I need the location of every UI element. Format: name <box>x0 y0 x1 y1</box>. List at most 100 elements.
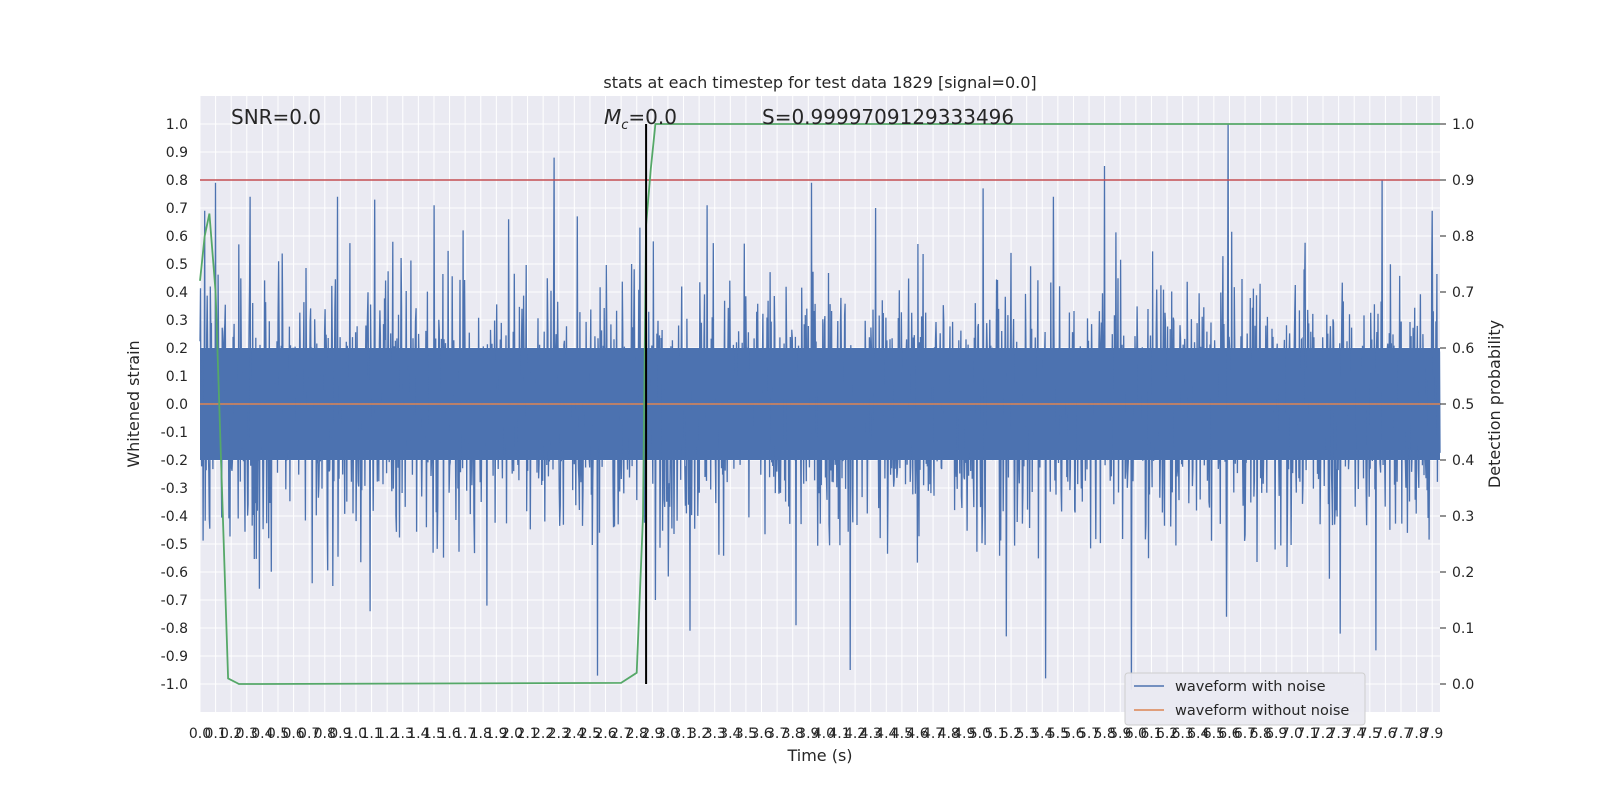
x-tick-label: 7.7 <box>1390 726 1412 742</box>
y-tick-label-right: 0.2 <box>1452 565 1474 581</box>
x-tick-label: 7.3 <box>1327 726 1349 742</box>
x-tick-label: 6.0 <box>1125 726 1147 742</box>
s-annotation: S=0.9999709129333496 <box>762 105 1014 129</box>
x-tick-label: 1.9 <box>485 726 507 742</box>
x-tick-label: 4.6 <box>906 726 928 742</box>
x-tick-label: 7.2 <box>1312 726 1334 742</box>
x-tick-label: 4.9 <box>953 726 975 742</box>
x-tick-label: 0.4 <box>251 726 273 742</box>
x-tick-label: 2.9 <box>641 726 663 742</box>
legend: waveform with noise waveform without noi… <box>1124 672 1366 726</box>
legend-label-clean: waveform without noise <box>1175 703 1349 719</box>
y-tick-label-left: -0.2 <box>161 453 188 469</box>
y-tick-label-right: 1.0 <box>1452 117 1474 133</box>
snr-annotation: SNR=0.0 <box>231 105 321 129</box>
x-tick-label: 3.8 <box>782 726 804 742</box>
y-tick-label-left: -0.1 <box>161 425 188 441</box>
y-tick-label-left: -0.6 <box>161 565 188 581</box>
mc-symbol: M <box>604 105 621 129</box>
x-tick-label: 1.0 <box>345 726 367 742</box>
x-tick-label: 5.3 <box>1016 726 1038 742</box>
x-tick-label: 7.6 <box>1374 726 1396 742</box>
y-tick-label-left: 0.8 <box>166 173 188 189</box>
x-tick-label: 3.1 <box>672 726 694 742</box>
y-tick-label-left: 1.0 <box>166 117 188 133</box>
x-tick-label: 0.1 <box>204 726 226 742</box>
x-tick-label: 3.3 <box>704 726 726 742</box>
x-tick-label: 1.1 <box>360 726 382 742</box>
y-tick-label-left: -0.5 <box>161 537 188 553</box>
x-tick-label: 5.2 <box>1000 726 1022 742</box>
x-tick-label: 7.5 <box>1359 726 1381 742</box>
x-tick-label: 6.3 <box>1172 726 1194 742</box>
x-tick-label: 0.2 <box>220 726 242 742</box>
x-tick-label: 1.7 <box>454 726 476 742</box>
x-tick-label: 6.6 <box>1218 726 1240 742</box>
x-tick-label: 7.8 <box>1405 726 1427 742</box>
x-tick-label: 5.5 <box>1047 726 1069 742</box>
x-tick-label: 4.1 <box>828 726 850 742</box>
detection-probability-line <box>199 123 1440 685</box>
x-tick-label: 4.0 <box>813 726 835 742</box>
x-tick-label: 5.6 <box>1062 726 1084 742</box>
y-tick-label-right: 0.6 <box>1452 341 1474 357</box>
x-tick-label: 2.8 <box>626 726 648 742</box>
x-tick-label: 3.4 <box>719 726 741 742</box>
x-tick-label: 4.8 <box>938 726 960 742</box>
y-tick-label-left: -0.8 <box>161 621 188 637</box>
x-tick-label: 6.8 <box>1249 726 1271 742</box>
x-tick-label: 4.5 <box>891 726 913 742</box>
x-tick-label: 2.2 <box>532 726 554 742</box>
y-tick-label-left: -0.7 <box>161 593 188 609</box>
x-tick-label: 2.6 <box>594 726 616 742</box>
y-tick-label-right: 0.3 <box>1452 509 1474 525</box>
x-tick-label: 1.8 <box>470 726 492 742</box>
x-tick-label: 7.4 <box>1343 726 1365 742</box>
x-tick-label: 0.0 <box>189 726 211 742</box>
x-tick-label: 1.3 <box>392 726 414 742</box>
x-tick-label: 6.9 <box>1265 726 1287 742</box>
x-tick-label: 7.9 <box>1421 726 1443 742</box>
x-tick-label: 6.4 <box>1187 726 1209 742</box>
y-tick-label-right: 0.5 <box>1452 397 1474 413</box>
y-tick-label-right: 0.1 <box>1452 621 1474 637</box>
y-tick-label-right: 0.9 <box>1452 173 1474 189</box>
left-axis: 1.0 0.9 0.8 0.7 0.6 0.5 0.4 0.3 0.2 0.1 0.0 -0.1 -0.… <box>161 117 188 693</box>
x-tick-label: 5.1 <box>984 726 1006 742</box>
x-tick-label: 3.7 <box>766 726 788 742</box>
x-tick-label: 4.7 <box>922 726 944 742</box>
y-tick-label-left: 0.0 <box>166 397 188 413</box>
waveform-with-noise-line <box>199 123 1441 690</box>
x-tick-label: 0.7 <box>298 726 320 742</box>
x-tick-label: 4.2 <box>844 726 866 742</box>
mc-annotation: Mc=0.0 <box>604 105 677 133</box>
x-tick-label: 0.3 <box>236 726 258 742</box>
legend-box <box>1124 672 1366 726</box>
y-tick-label-left: 0.1 <box>166 369 188 385</box>
right-axis: 1.0 0.9 0.8 0.7 0.6 0.5 0.4 0.3 0.2 0.1 0.0 <box>1440 117 1474 693</box>
x-tick-label: 2.1 <box>516 726 538 742</box>
x-tick-label: 0.6 <box>282 726 304 742</box>
y-tick-label-left: 0.4 <box>166 285 188 301</box>
x-tick-label: 1.6 <box>438 726 460 742</box>
x-tick-label: 2.5 <box>579 726 601 742</box>
x-tick-label: 7.1 <box>1296 726 1318 742</box>
x-tick-label: 0.9 <box>329 726 351 742</box>
x-axis-title: Time (s) <box>786 746 852 765</box>
legend-label-noisy: waveform with noise <box>1175 679 1326 695</box>
x-tick-label: 2.4 <box>563 726 585 742</box>
y-tick-label-left: 0.9 <box>166 145 188 161</box>
y-tick-label-left: 0.7 <box>166 201 188 217</box>
mc-subscript: c <box>621 118 628 133</box>
y-tick-label-right: 0.0 <box>1452 677 1474 693</box>
chart-title: stats at each timestep for test data 182… <box>603 73 1036 92</box>
x-tick-label: 4.4 <box>875 726 897 742</box>
y-tick-label-left: -0.9 <box>161 649 188 665</box>
x-tick-label: 3.5 <box>735 726 757 742</box>
x-tick-label: 1.5 <box>423 726 445 742</box>
x-tick-label: 3.9 <box>797 726 819 742</box>
x-tick-label: 2.3 <box>548 726 570 742</box>
y-tick-label-right: 0.7 <box>1452 285 1474 301</box>
y-axis-title-left: Whitened strain <box>124 340 143 467</box>
